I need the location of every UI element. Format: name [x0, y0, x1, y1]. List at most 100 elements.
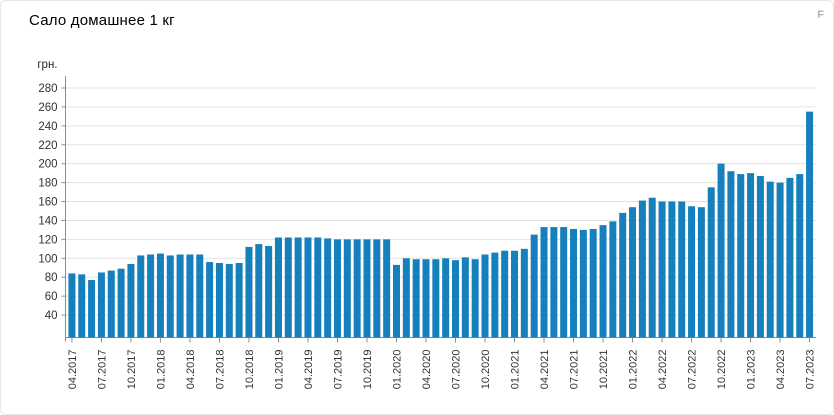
bar-10.2020[interactable] — [481, 254, 489, 338]
bar-05.2021[interactable] — [550, 227, 558, 338]
bar-01.2023[interactable] — [747, 173, 755, 338]
xtick-label-04.2019: 04.2019 — [303, 350, 315, 390]
bar-02.2018[interactable] — [166, 255, 174, 338]
bar-04.2019[interactable] — [304, 237, 312, 338]
bar-09.2021[interactable] — [589, 228, 597, 338]
bar-11.2018[interactable] — [255, 244, 263, 338]
bar-04.2022[interactable] — [658, 201, 666, 338]
ytick-label-120: 120 — [38, 234, 57, 246]
bar-02.2023[interactable] — [756, 175, 764, 338]
bar-12.2021[interactable] — [619, 212, 627, 338]
bar-09.2018[interactable] — [235, 263, 243, 338]
bar-09.2022[interactable] — [707, 187, 715, 338]
bar-04.2023[interactable] — [776, 182, 784, 338]
bar-02.2019[interactable] — [284, 237, 292, 338]
bar-06.2022[interactable] — [678, 201, 686, 338]
bar-08.2019[interactable] — [343, 239, 351, 338]
bar-04.2020[interactable] — [422, 259, 430, 338]
bar-05.2017[interactable] — [78, 274, 86, 338]
bar-04.2018[interactable] — [186, 254, 194, 338]
bar-05.2019[interactable] — [314, 237, 322, 338]
bar-06.2021[interactable] — [560, 227, 568, 338]
bar-07.2017[interactable] — [97, 272, 105, 338]
bar-12.2020[interactable] — [501, 250, 509, 338]
bar-10.2022[interactable] — [717, 163, 725, 338]
ytick-label-260: 260 — [38, 102, 57, 114]
bar-12.2018[interactable] — [265, 245, 273, 338]
bar-07.2018[interactable] — [215, 263, 223, 338]
bar-02.2020[interactable] — [402, 258, 410, 338]
bar-03.2021[interactable] — [530, 234, 538, 338]
xtick-label-07.2022: 07.2022 — [687, 350, 699, 390]
xtick-label-10.2019: 10.2019 — [362, 350, 374, 390]
bar-11.2017[interactable] — [137, 255, 145, 338]
bar-02.2021[interactable] — [520, 248, 528, 338]
bar-03.2019[interactable] — [294, 237, 302, 338]
bar-11.2019[interactable] — [373, 239, 381, 338]
bar-06.2019[interactable] — [324, 238, 332, 338]
bar-01.2021[interactable] — [511, 250, 519, 338]
ytick-label-160: 160 — [38, 197, 57, 209]
ytick-label-40: 40 — [45, 310, 58, 322]
bar-01.2018[interactable] — [156, 253, 164, 338]
bar-03.2023[interactable] — [766, 181, 774, 338]
bar-02.2022[interactable] — [638, 200, 646, 338]
bar-12.2019[interactable] — [383, 239, 391, 338]
ytick-label-240: 240 — [38, 121, 57, 133]
bar-07.2022[interactable] — [688, 206, 696, 338]
bar-07.2019[interactable] — [333, 239, 341, 338]
bar-11.2021[interactable] — [609, 221, 617, 338]
bar-11.2020[interactable] — [491, 252, 499, 338]
bar-12.2017[interactable] — [147, 254, 155, 338]
bar-03.2022[interactable] — [648, 197, 656, 338]
bar-08.2021[interactable] — [579, 229, 587, 338]
bar-05.2018[interactable] — [196, 254, 204, 338]
bar-10.2019[interactable] — [363, 239, 371, 338]
bar-03.2018[interactable] — [176, 254, 184, 338]
xtick-label-04.2018: 04.2018 — [185, 350, 197, 390]
ytick-label-80: 80 — [45, 272, 58, 284]
xtick-label-10.2017: 10.2017 — [126, 350, 138, 390]
bar-03.2020[interactable] — [412, 259, 420, 338]
bar-04.2021[interactable] — [540, 227, 548, 338]
bar-10.2017[interactable] — [127, 263, 135, 338]
xtick-label-01.2023: 01.2023 — [746, 350, 758, 390]
bar-05.2022[interactable] — [668, 201, 676, 338]
ytick-label-180: 180 — [38, 178, 57, 190]
ytick-label-100: 100 — [38, 253, 57, 265]
bar-08.2020[interactable] — [461, 257, 469, 338]
xtick-label-01.2022: 01.2022 — [628, 350, 640, 390]
ytick-label-200: 200 — [38, 159, 57, 171]
bar-08.2022[interactable] — [697, 207, 705, 338]
bar-10.2021[interactable] — [599, 225, 607, 338]
xtick-label-10.2020: 10.2020 — [480, 350, 492, 390]
bar-10.2018[interactable] — [245, 246, 253, 338]
xtick-label-01.2018: 01.2018 — [155, 350, 167, 390]
bar-07.2023[interactable] — [806, 111, 814, 338]
bar-06.2018[interactable] — [206, 262, 214, 338]
bar-01.2022[interactable] — [629, 207, 637, 338]
xtick-label-07.2017: 07.2017 — [96, 350, 108, 390]
ytick-label-140: 140 — [38, 215, 57, 227]
bar-05.2023[interactable] — [786, 177, 794, 338]
bar-06.2017[interactable] — [88, 280, 96, 338]
bar-12.2022[interactable] — [737, 174, 745, 338]
xtick-label-10.2021: 10.2021 — [598, 350, 610, 390]
bar-06.2020[interactable] — [442, 258, 450, 338]
bar-11.2022[interactable] — [727, 171, 735, 338]
bar-01.2019[interactable] — [274, 237, 282, 338]
bar-06.2023[interactable] — [796, 174, 804, 338]
bar-04.2017[interactable] — [68, 273, 76, 338]
bar-05.2020[interactable] — [432, 259, 440, 338]
bar-01.2020[interactable] — [392, 264, 400, 338]
bar-07.2020[interactable] — [452, 260, 459, 338]
bar-09.2019[interactable] — [353, 239, 361, 338]
bar-09.2017[interactable] — [117, 268, 125, 338]
bar-08.2017[interactable] — [107, 270, 115, 338]
bar-08.2018[interactable] — [225, 263, 233, 338]
bar-07.2021[interactable] — [570, 228, 578, 338]
bar-09.2020[interactable] — [471, 259, 479, 338]
xtick-label-07.2019: 07.2019 — [332, 350, 344, 390]
